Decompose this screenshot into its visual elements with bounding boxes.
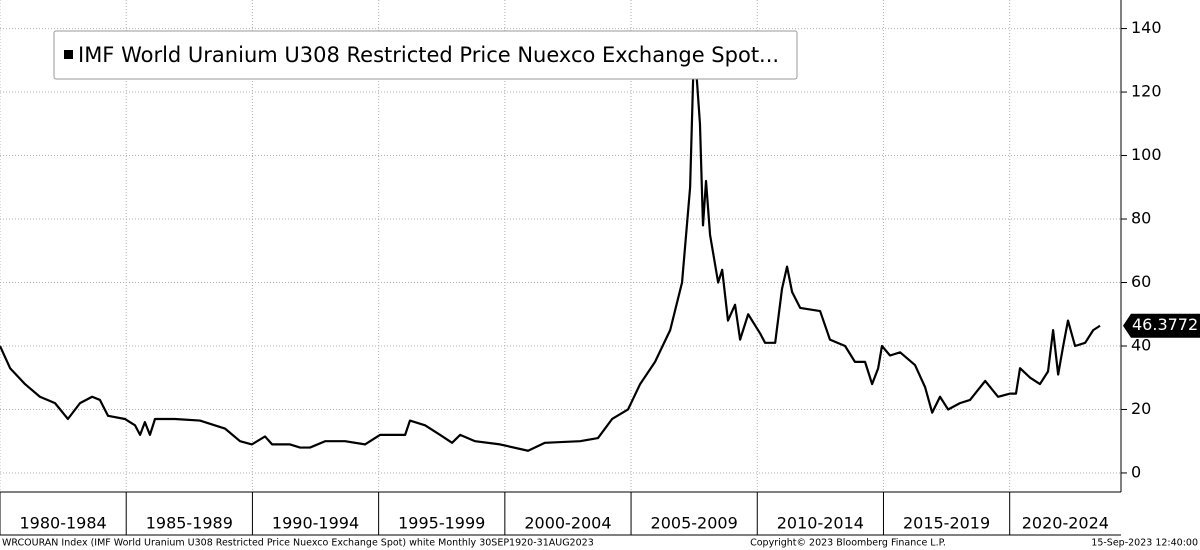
x-tick-label: 1980-1984: [19, 514, 106, 533]
x-tick-label: 2000-2004: [524, 514, 611, 533]
y-tick-label: 80: [1131, 209, 1151, 228]
x-tick-label: 1995-1999: [398, 514, 485, 533]
legend-box: [53, 30, 798, 80]
price-line: [0, 40, 1101, 452]
x-tick-label: 1990-1994: [272, 514, 359, 533]
last-value-tag: [1123, 313, 1200, 338]
y-tick-label: 100: [1131, 145, 1162, 164]
x-tick-label: 2020-2024: [1022, 514, 1109, 533]
x-tick-label: 2015-2019: [903, 514, 990, 533]
last-value-label: 46.3772: [1132, 315, 1198, 334]
y-tick-label: 0: [1131, 462, 1141, 481]
y-tick-label: 120: [1131, 82, 1162, 101]
legend-label: IMF World Uranium U308 Restricted Price …: [78, 43, 779, 67]
footer-center: Copyright© 2023 Bloomberg Finance L.P.: [750, 538, 946, 549]
y-tick-label: 140: [1131, 18, 1162, 37]
x-tick-label: 1985-1989: [146, 514, 233, 533]
legend-swatch: [64, 50, 73, 59]
footer-left: WRCOURAN Index (IMF World Uranium U308 R…: [2, 538, 594, 549]
footer-right: 15-Sep-2023 12:40:00: [1091, 538, 1198, 549]
y-tick-label: 40: [1131, 335, 1151, 354]
x-tick-label: 2005-2009: [651, 514, 738, 533]
y-tick-label: 20: [1131, 399, 1151, 418]
y-tick-label: 60: [1131, 272, 1151, 291]
x-tick-label: 2010-2014: [777, 514, 864, 533]
